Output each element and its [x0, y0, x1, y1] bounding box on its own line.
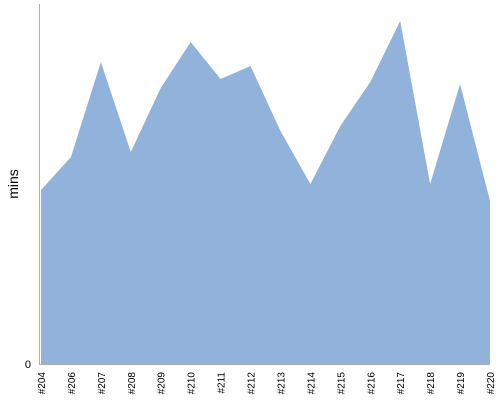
y-tick-labels: 0	[25, 359, 31, 371]
y-axis-label: mins	[5, 169, 21, 199]
x-tick-label: #213	[276, 372, 287, 395]
series-area	[41, 21, 490, 364]
x-tick-label: #209	[157, 372, 168, 395]
axes	[39, 4, 490, 365]
x-tick-label: #218	[426, 372, 437, 395]
x-tick-label: #206	[67, 372, 78, 395]
x-tick-label: #210	[187, 372, 198, 395]
plot-area	[41, 21, 490, 364]
x-tick-label: #219	[456, 372, 467, 395]
x-tick-label: #216	[366, 372, 377, 395]
x-tick-labels: #204 #206 #207 #208 #209 #210 #211 #212 #213 #214…	[37, 372, 497, 395]
x-tick-label: #207	[97, 372, 108, 395]
x-tick-label: #208	[127, 372, 138, 395]
y-tick-label: 0	[25, 359, 31, 371]
x-tick-label: #211	[217, 372, 228, 394]
x-tick-label: #217	[396, 372, 407, 395]
x-tick-label: #214	[306, 372, 317, 395]
x-tick-label: #220	[486, 372, 497, 395]
x-tick-label: #204	[37, 372, 48, 395]
x-tick-label: #215	[336, 372, 347, 395]
x-tick-label: #212	[247, 372, 258, 395]
